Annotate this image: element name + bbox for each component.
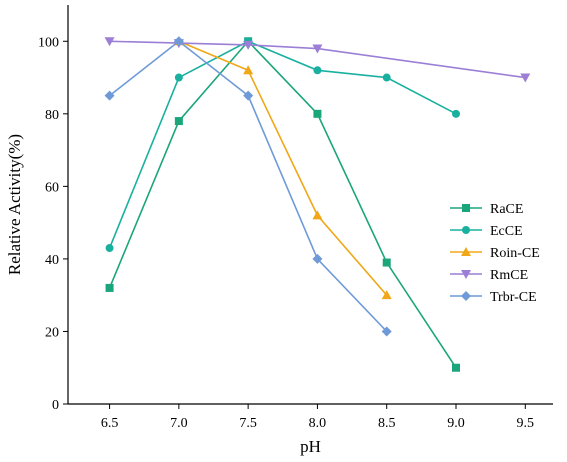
data-point <box>173 36 184 47</box>
data-point <box>105 283 114 292</box>
data-point <box>174 73 183 82</box>
data-point <box>382 73 391 82</box>
data-point <box>520 73 531 83</box>
y-tick-label: 60 <box>45 180 59 195</box>
legend-label: Trbr-CE <box>490 290 537 305</box>
legend-marker <box>462 204 470 212</box>
x-tick-label: 7.0 <box>170 416 188 431</box>
axes: 0 20 40 60 80 100 6.5 7.0 7.5 8.0 8.5 9.0 9.5 <box>38 5 553 431</box>
series-ecce <box>105 37 460 253</box>
data-point <box>104 90 115 101</box>
data-point <box>174 117 183 126</box>
data-point <box>313 66 322 75</box>
legend-item: EcCE <box>450 224 523 239</box>
legend-item: RaCE <box>450 202 523 217</box>
y-tick-label: 80 <box>45 108 59 123</box>
data-point <box>243 65 254 75</box>
series-line <box>108 40 457 249</box>
legend-marker <box>461 270 471 279</box>
data-point <box>105 244 114 253</box>
legend-item: Trbr-CE <box>450 290 537 305</box>
data-point <box>312 210 323 220</box>
y-tick-label: 100 <box>38 35 59 50</box>
x-tick-label: 9.0 <box>447 416 465 431</box>
data-point <box>381 290 392 300</box>
y-tick-label: 20 <box>45 325 59 340</box>
legend-label: RaCE <box>490 202 523 217</box>
legend: RaCE EcCE Roin-CE RmCE Trbr-CE <box>450 202 540 305</box>
series-rmce <box>104 37 531 83</box>
data-point <box>313 109 322 118</box>
x-axis-label: pH <box>300 437 321 456</box>
legend-label: EcCE <box>490 224 523 239</box>
data-point <box>452 363 460 372</box>
legend-item: RmCE <box>450 268 528 283</box>
y-tick-label: 0 <box>52 398 59 413</box>
legend-marker <box>461 247 471 256</box>
legend-label: Roin-CE <box>490 246 540 261</box>
data-point <box>243 40 254 50</box>
series-line <box>108 40 457 369</box>
x-tick-label: 7.5 <box>239 416 257 431</box>
series-trbr-ce <box>104 36 392 337</box>
data-point <box>381 326 392 337</box>
data-point <box>104 37 115 47</box>
data-point <box>312 253 323 264</box>
y-tick-label: 40 <box>45 253 59 268</box>
legend-item: Roin-CE <box>450 246 540 261</box>
legend-marker <box>461 291 471 301</box>
series-line <box>178 40 388 296</box>
data-point <box>382 258 391 267</box>
series-roin-ce <box>173 36 392 300</box>
x-tick-label: 8.5 <box>378 416 396 431</box>
data-point <box>243 90 254 101</box>
data-point <box>452 109 460 118</box>
x-tick-label: 9.5 <box>517 416 535 431</box>
data-point <box>312 44 323 54</box>
x-tick-label: 8.0 <box>309 416 327 431</box>
legend-marker <box>462 226 470 234</box>
legend-label: RmCE <box>490 268 528 283</box>
x-tick-label: 6.5 <box>101 416 119 431</box>
series-layer <box>104 36 531 372</box>
y-axis-label: Relative Activity(%) <box>5 134 24 275</box>
